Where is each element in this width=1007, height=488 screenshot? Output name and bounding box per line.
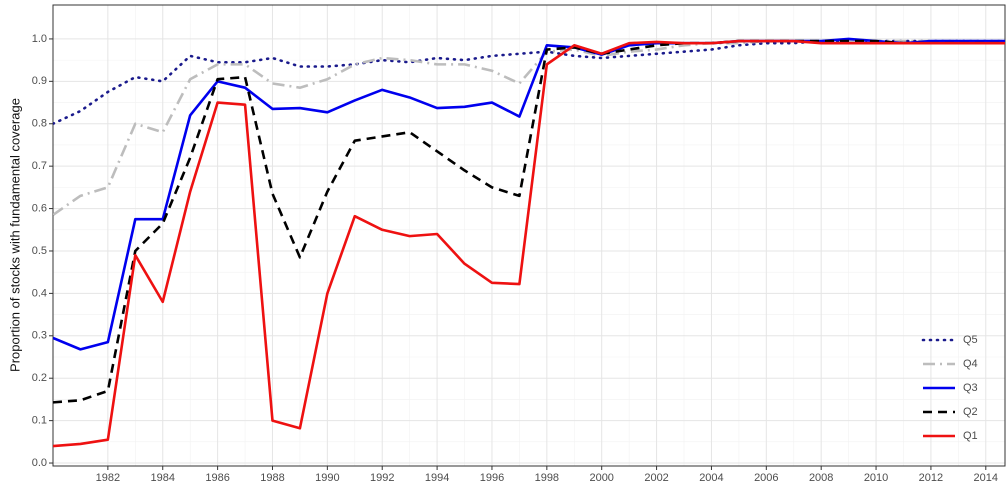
legend-label: Q3 <box>963 382 978 394</box>
x-tick-label: 2012 <box>919 472 943 484</box>
series-line <box>53 39 1005 216</box>
x-tick-label: 2010 <box>864 472 888 484</box>
x-tick-label: 1988 <box>260 472 284 484</box>
y-axis-label: Proportion of stocks with fundamental co… <box>7 98 22 372</box>
x-tick-label: 2008 <box>809 472 833 484</box>
y-tick-label: 0.4 <box>32 287 47 299</box>
x-tick-label: 1994 <box>425 472 449 484</box>
series-line <box>53 39 1005 126</box>
x-tick-label: 2014 <box>974 472 998 484</box>
x-tick-label: 1992 <box>370 472 394 484</box>
plot-border <box>52 4 1006 467</box>
y-tick-label: 1.0 <box>32 33 47 45</box>
x-tick-label: 2002 <box>644 472 668 484</box>
y-tick-label: 0.0 <box>32 457 47 469</box>
series-line <box>53 39 1005 404</box>
x-tick-label: 1996 <box>480 472 504 484</box>
y-tick-label: 0.6 <box>32 202 47 214</box>
x-tick-label: 1990 <box>315 472 339 484</box>
x-tick-label: 1986 <box>205 472 229 484</box>
x-tick-label: 1982 <box>96 472 120 484</box>
y-tick-label: 0.3 <box>32 330 47 342</box>
legend-label: Q5 <box>963 334 978 346</box>
legend-label: Q4 <box>963 358 978 370</box>
legend-label: Q2 <box>963 406 978 418</box>
series-line <box>53 37 1005 351</box>
y-tick-label: 0.7 <box>32 160 47 172</box>
y-tick-label: 0.8 <box>32 118 47 130</box>
y-tick-label: 0.1 <box>32 415 47 427</box>
x-tick-label: 1984 <box>150 472 174 484</box>
x-tick-label: 2004 <box>699 472 723 484</box>
x-tick-label: 2006 <box>754 472 778 484</box>
x-tick-label: 1998 <box>535 472 559 484</box>
series-line <box>53 39 1005 448</box>
y-tick-label: 0.2 <box>32 372 47 384</box>
y-tick-label: 0.9 <box>32 75 47 87</box>
plot-area <box>53 37 1005 448</box>
legend-label: Q1 <box>963 430 978 442</box>
x-tick-label: 2000 <box>589 472 613 484</box>
y-tick-label: 0.5 <box>32 245 47 257</box>
